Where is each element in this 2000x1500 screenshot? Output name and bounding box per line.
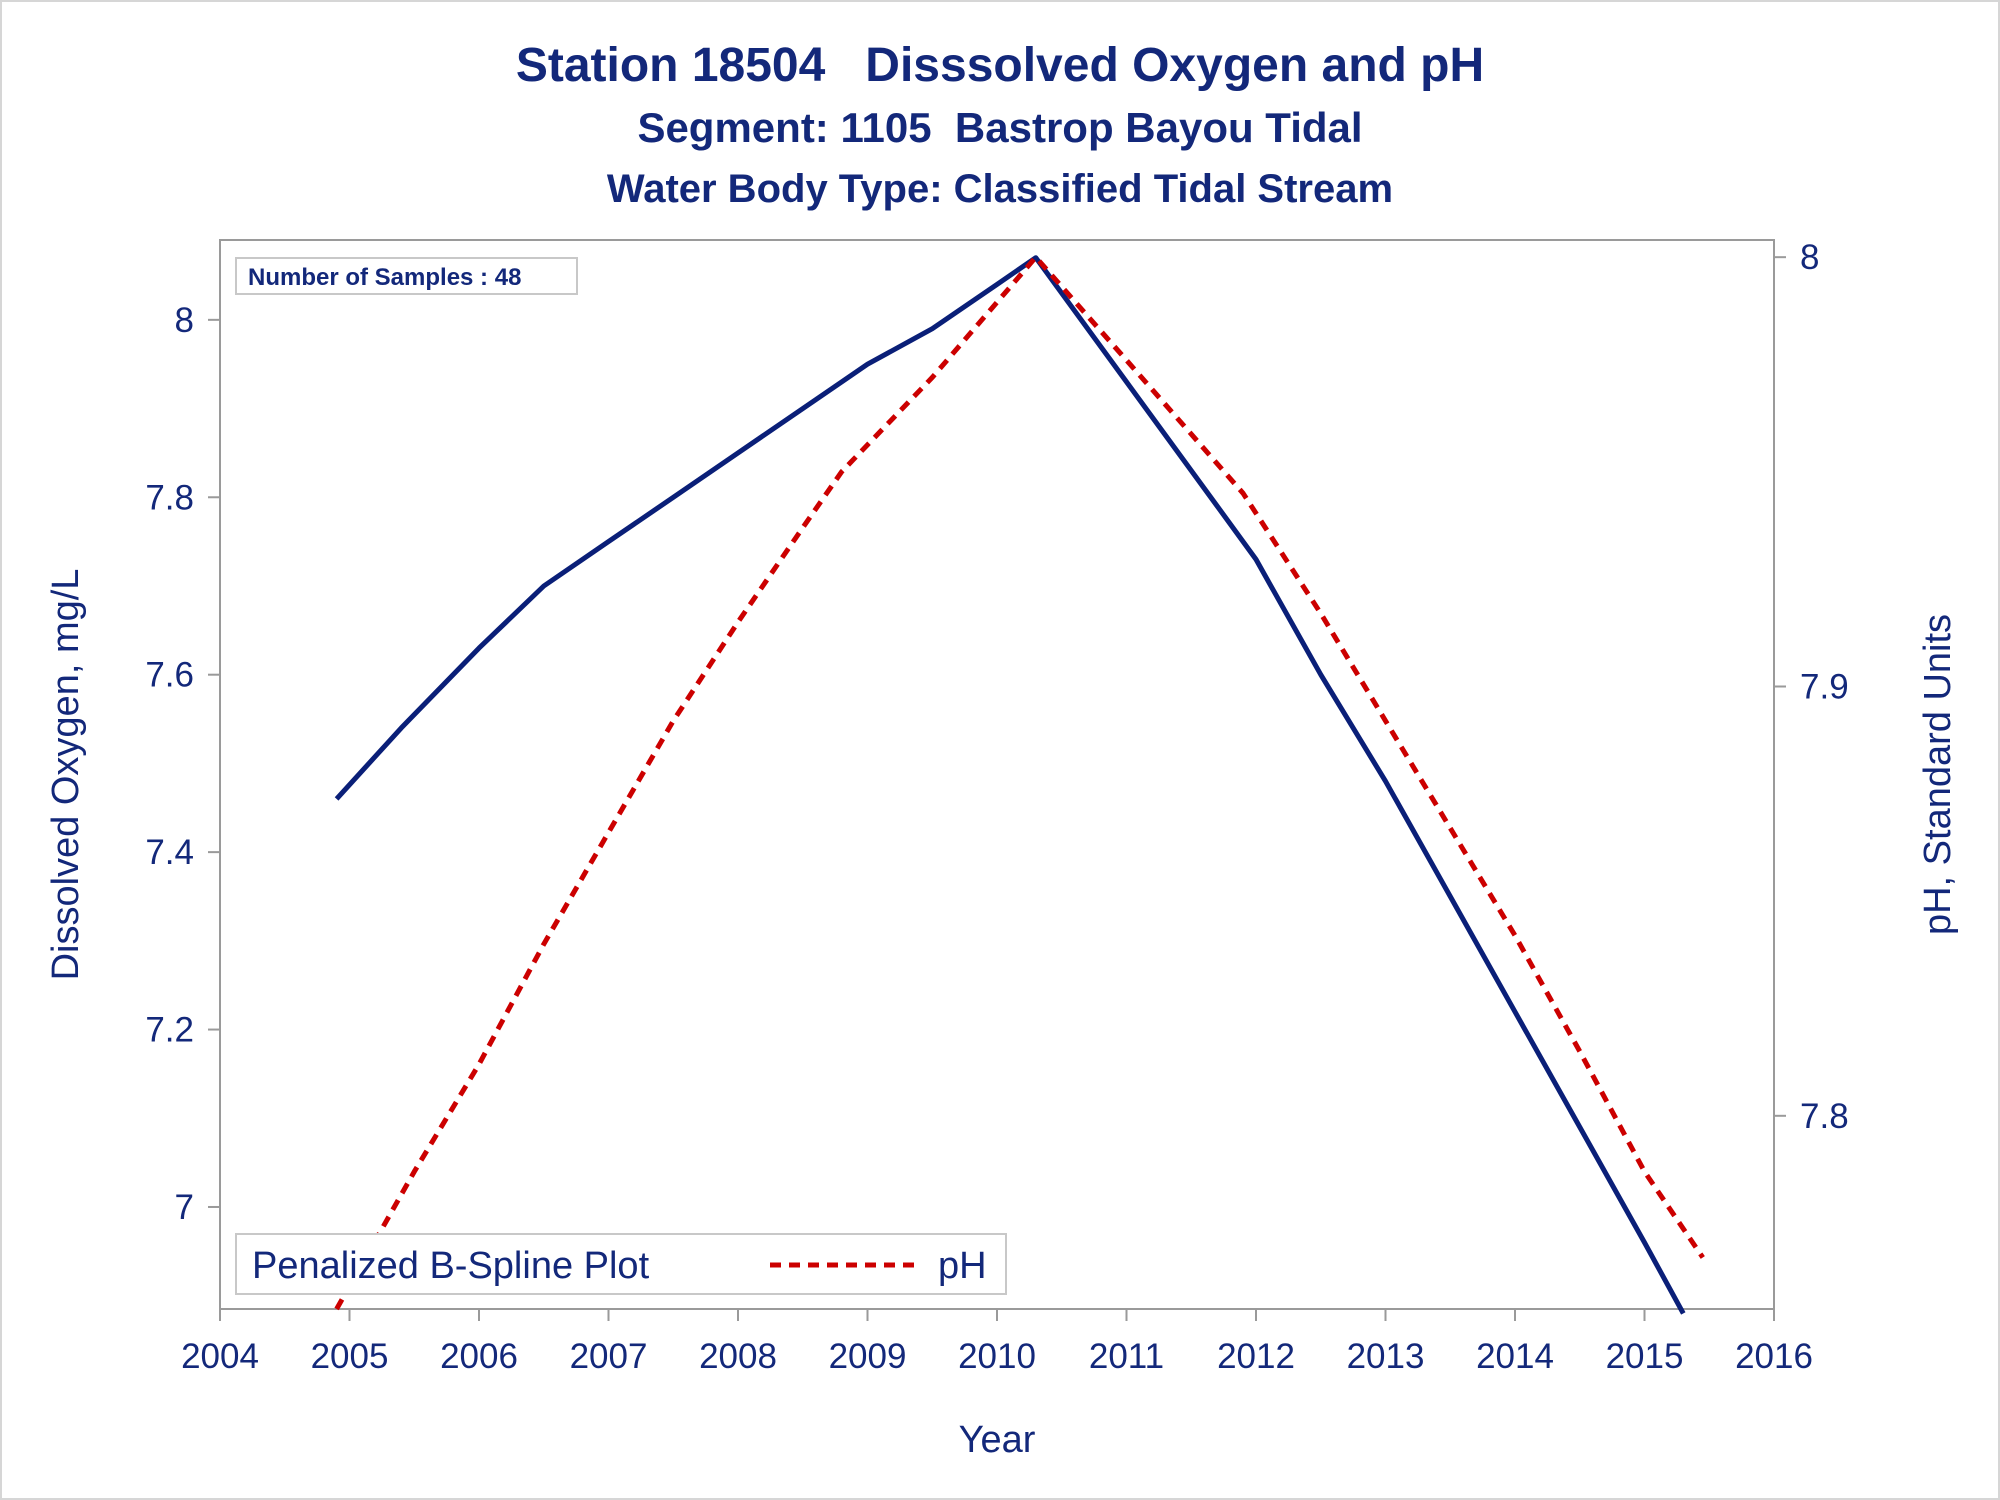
y2-tick-label: 7.9 <box>1800 667 1849 706</box>
y-tick-label: 7.8 <box>145 478 194 517</box>
y-tick-label: 7.2 <box>145 1011 194 1050</box>
sample-count-label: Number of Samples : 48 <box>248 264 521 291</box>
y2-tick-label: 8 <box>1800 238 1819 277</box>
legend-entry-ph: pH <box>938 1245 987 1287</box>
x-tick-label: 2005 <box>311 1337 389 1376</box>
plot-area <box>219 239 1775 1310</box>
legend: Penalized B-Spline Plot pH <box>235 1233 1007 1295</box>
x-axis-title: Year <box>959 1419 1036 1461</box>
x-tick-label: 2010 <box>958 1337 1036 1376</box>
x-tick-label: 2011 <box>1089 1337 1164 1376</box>
y-axis-title: Dissolved Oxygen, mg/L <box>45 569 87 981</box>
ph-series-line <box>334 254 1705 1311</box>
sample-count-box <box>235 257 578 295</box>
chart-subtitle-segment: Segment: 1105 Bastrop Bayou Tidal <box>637 104 1363 151</box>
dissolved-oxygen-series-line <box>334 255 1686 1315</box>
y-axis-right: 7.8 7.9 8 <box>1774 238 1849 1136</box>
y2-tick-label: 7.8 <box>1800 1097 1849 1136</box>
y2-axis-title: pH, Standard Units <box>1917 614 1959 935</box>
legend-box <box>235 1233 1007 1295</box>
x-axis: 2004 2005 2006 2007 2008 2009 2010 2011 2012 2013… <box>181 1309 1813 1376</box>
x-tick-label: 2007 <box>570 1337 648 1376</box>
x-tick-label: 2015 <box>1606 1337 1684 1376</box>
x-tick-label: 2012 <box>1217 1337 1295 1376</box>
x-tick-label: 2013 <box>1347 1337 1425 1376</box>
series-layer <box>334 254 1705 1315</box>
y-tick-label: 7.4 <box>145 833 194 872</box>
x-tick-label: 2014 <box>1476 1337 1554 1376</box>
x-tick-label: 2008 <box>699 1337 777 1376</box>
y-axis-left: 7 7.2 7.4 7.6 7.8 8 <box>145 301 220 1227</box>
y-tick-label: 7.6 <box>145 656 194 695</box>
y-tick-label: 8 <box>175 301 194 340</box>
chart-subtitle-water-body: Water Body Type: Classified Tidal Stream <box>606 167 1394 211</box>
sample-count-inset: Number of Samples : 48 <box>235 257 578 295</box>
x-tick-label: 2016 <box>1735 1337 1813 1376</box>
chart-title: Station 18504 Disssolved Oxygen and pH <box>515 39 1485 92</box>
x-tick-label: 2009 <box>829 1337 907 1376</box>
y-tick-label: 7 <box>175 1188 194 1227</box>
x-tick-label: 2004 <box>181 1337 259 1376</box>
x-tick-label: 2006 <box>440 1337 518 1376</box>
legend-title: Penalized B-Spline Plot <box>252 1245 650 1287</box>
